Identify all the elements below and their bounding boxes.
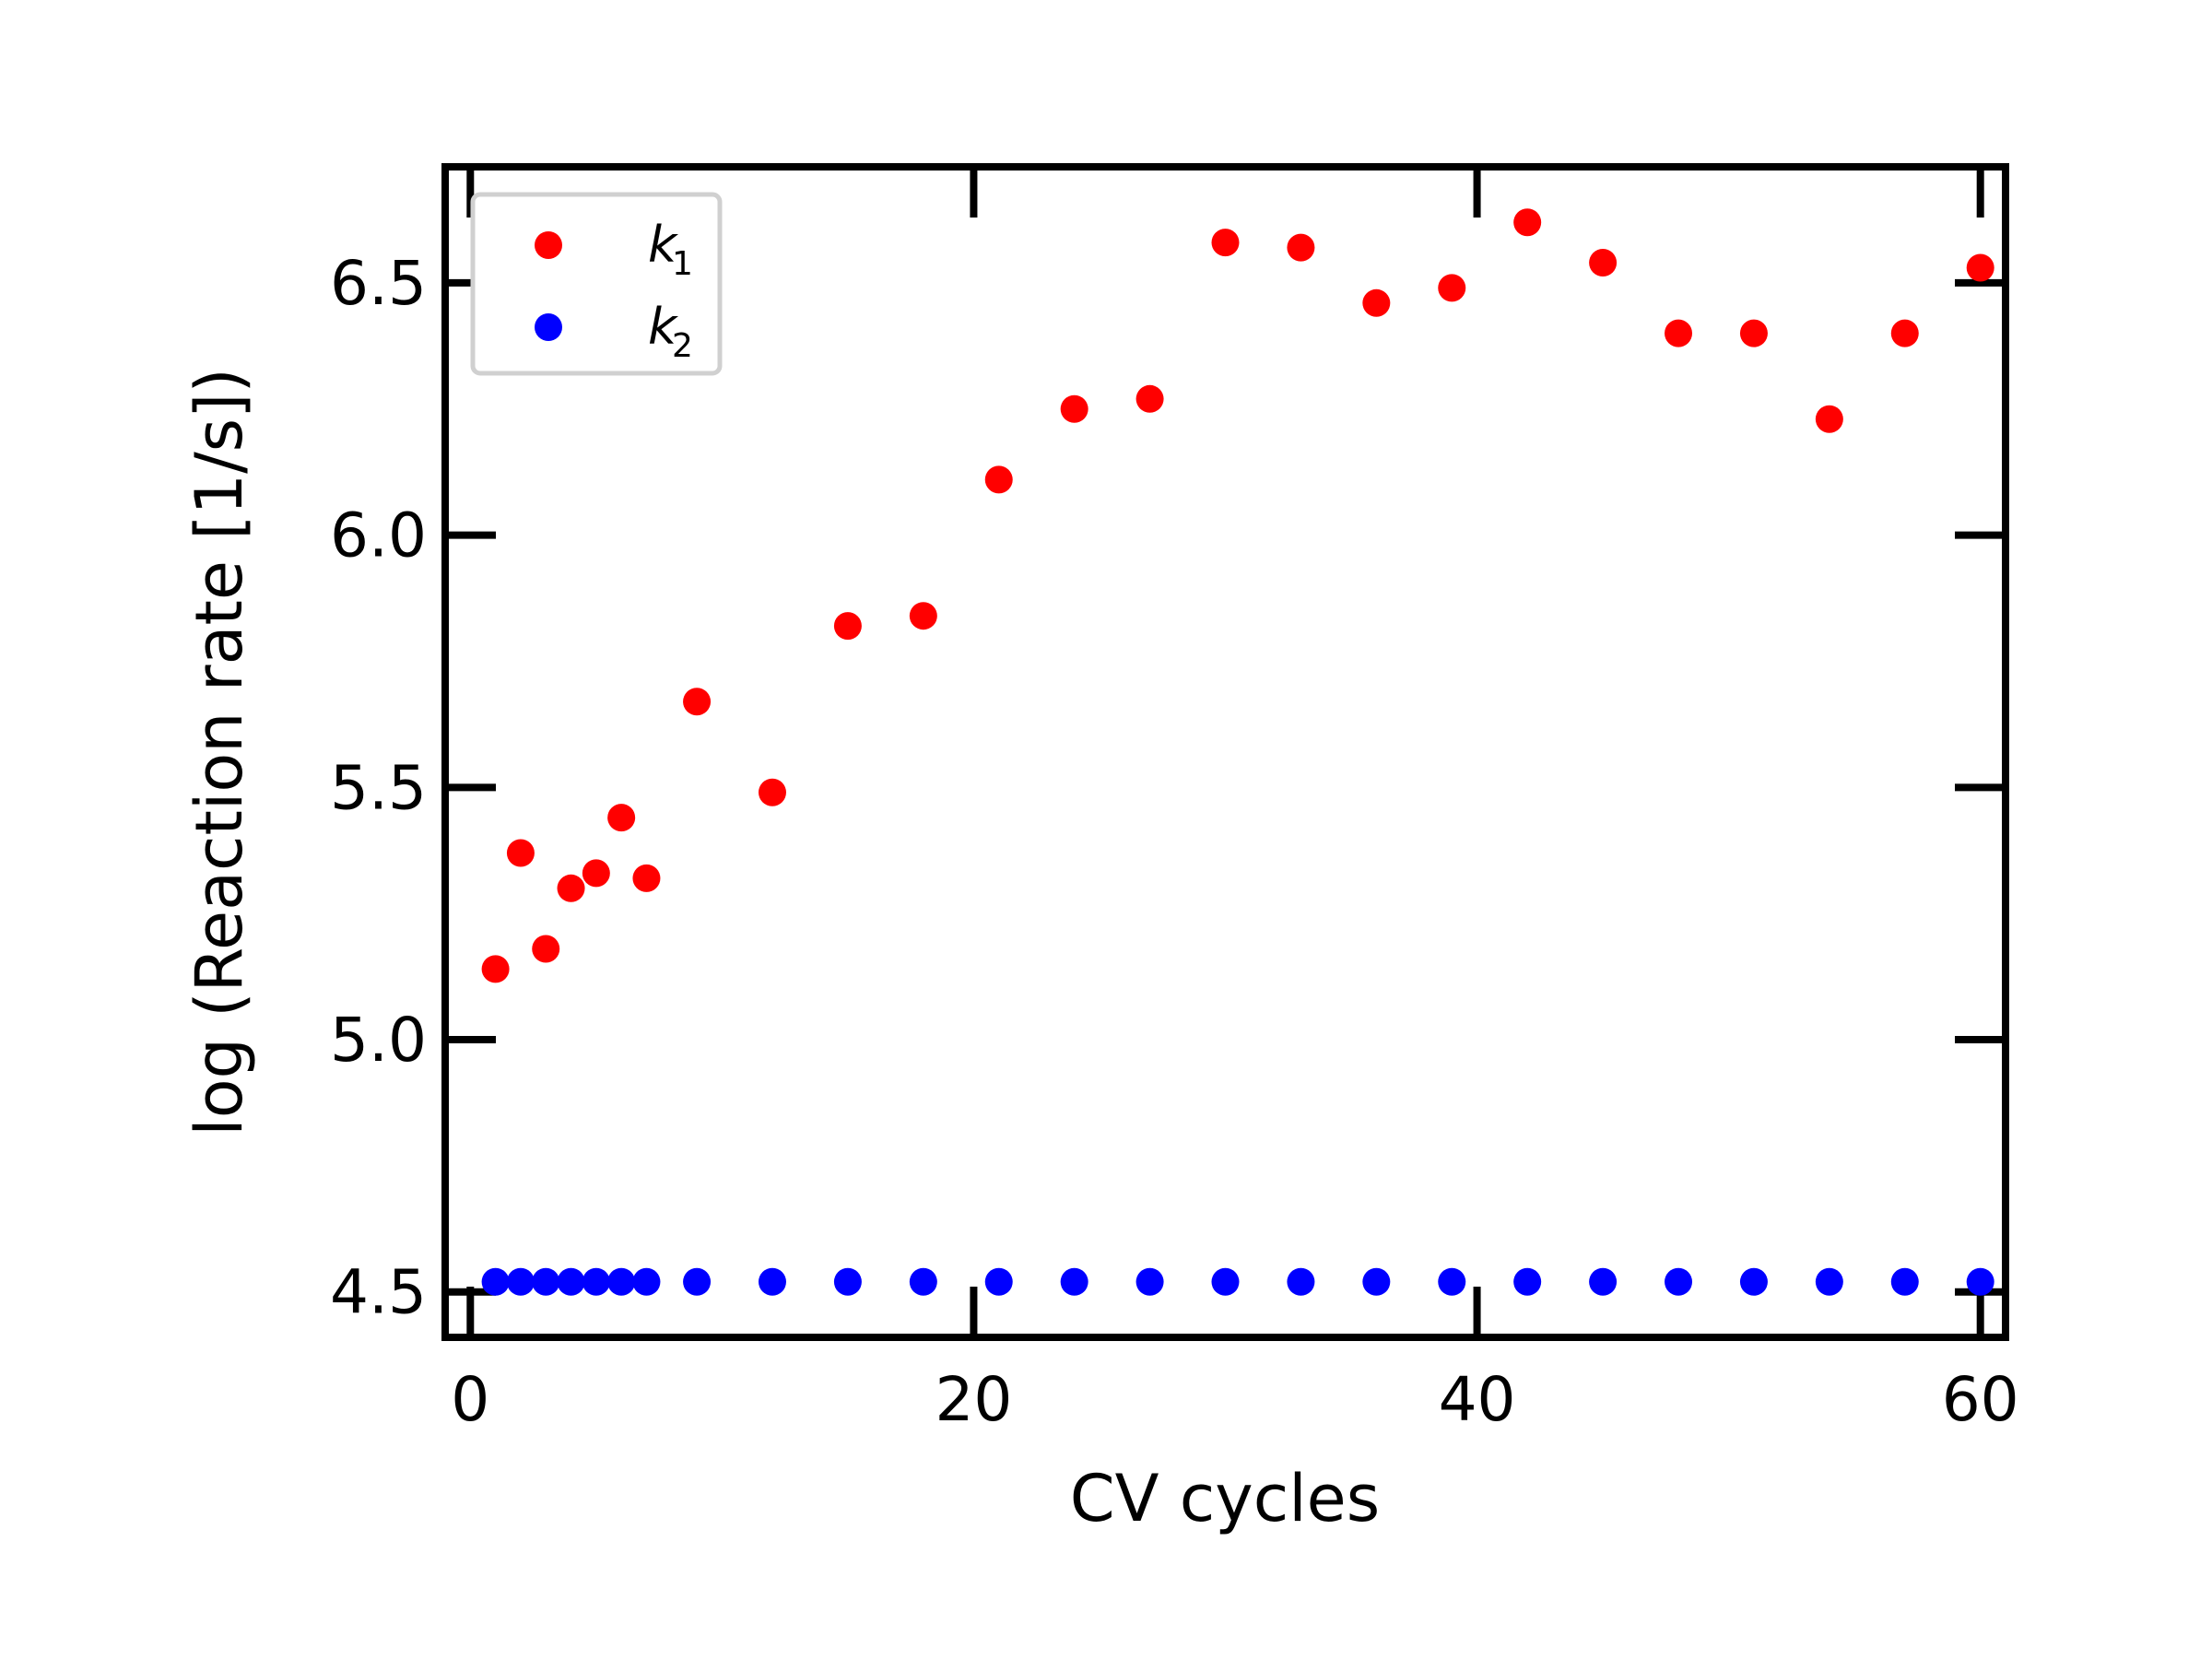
y-tick-labels: 4.5 5.0 5.5 6.0 6.5 [330,248,427,1328]
data-point-k2 [481,1267,510,1296]
legend-marker-k2 [535,313,562,341]
plot-frame [441,163,2009,1341]
data-point-k1 [758,778,786,806]
data-point-k1 [1665,319,1693,347]
data-point-k2 [1665,1267,1693,1296]
x-axis-title: CV cycles [1070,1461,1380,1536]
data-point-k1 [1060,394,1088,423]
x-tick-label: 20 [935,1364,1012,1435]
data-point-k2 [1513,1267,1542,1296]
data-point-k2 [557,1267,585,1296]
data-point-k1 [557,874,585,902]
data-point-k1 [1890,319,1919,347]
data-point-k2 [683,1267,712,1296]
data-point-k2 [1739,1267,1768,1296]
y-tick-label: 6.5 [330,248,427,319]
legend-subscript-k2: 2 [672,327,693,365]
data-point-k2 [1438,1267,1466,1296]
data-point-k1 [683,688,712,716]
data-point-k2 [833,1267,862,1296]
data-point-k2 [1135,1267,1164,1296]
data-point-k1 [1589,249,1618,277]
legend-marker-k1 [535,231,562,259]
legend-label-k2: k [648,298,679,356]
data-point-k2 [909,1267,937,1296]
x-tick-labels: 0 20 40 60 [451,1364,2018,1435]
y-tick-label: 5.0 [330,1005,427,1076]
y-axis-title: log (Reaction rate [1/s]) [182,368,257,1136]
data-point-k1 [1362,288,1391,317]
x-tick-label: 0 [451,1364,489,1435]
legend-label-k1: k [648,216,679,274]
y-tick-label: 5.5 [330,752,427,823]
data-point-k2 [506,1267,535,1296]
data-point-k1 [1966,253,1994,282]
data-point-k1 [607,804,636,832]
x-tick-label: 40 [1439,1364,1516,1435]
data-point-k1 [1287,233,1315,262]
data-point-k2 [1287,1267,1315,1296]
data-point-k1 [833,612,862,641]
data-point-k1 [481,955,510,983]
data-point-k2 [984,1267,1013,1296]
data-point-k1 [1211,229,1240,257]
data-point-k1 [1815,405,1843,433]
data-point-k1 [1739,319,1768,347]
data-point-k2 [532,1267,560,1296]
data-point-k2 [632,1267,661,1296]
data-point-k2 [1966,1267,1994,1296]
data-point-k1 [532,935,560,963]
data-point-k1 [909,602,937,630]
legend-subscript-k1: 1 [672,245,693,283]
data-point-k1 [1513,208,1542,237]
points-layer [481,208,1994,1296]
data-point-k2 [1362,1267,1391,1296]
data-point-k2 [1890,1267,1919,1296]
data-point-k2 [582,1267,610,1296]
data-point-k1 [582,859,610,888]
data-point-k2 [1589,1267,1618,1296]
data-point-k1 [506,839,535,867]
y-tick-label: 4.5 [330,1257,427,1328]
legend-box [470,192,723,376]
x-tick-label: 60 [1942,1364,2019,1435]
data-point-k1 [1438,274,1466,302]
data-point-k2 [758,1267,786,1296]
data-point-k2 [1815,1267,1843,1296]
data-point-k1 [984,465,1013,494]
data-point-k2 [1211,1267,1240,1296]
data-point-k2 [607,1267,636,1296]
data-point-k1 [632,864,661,892]
data-point-k2 [1060,1267,1088,1296]
y-tick-label: 6.0 [330,500,427,571]
data-point-k1 [1135,384,1164,413]
